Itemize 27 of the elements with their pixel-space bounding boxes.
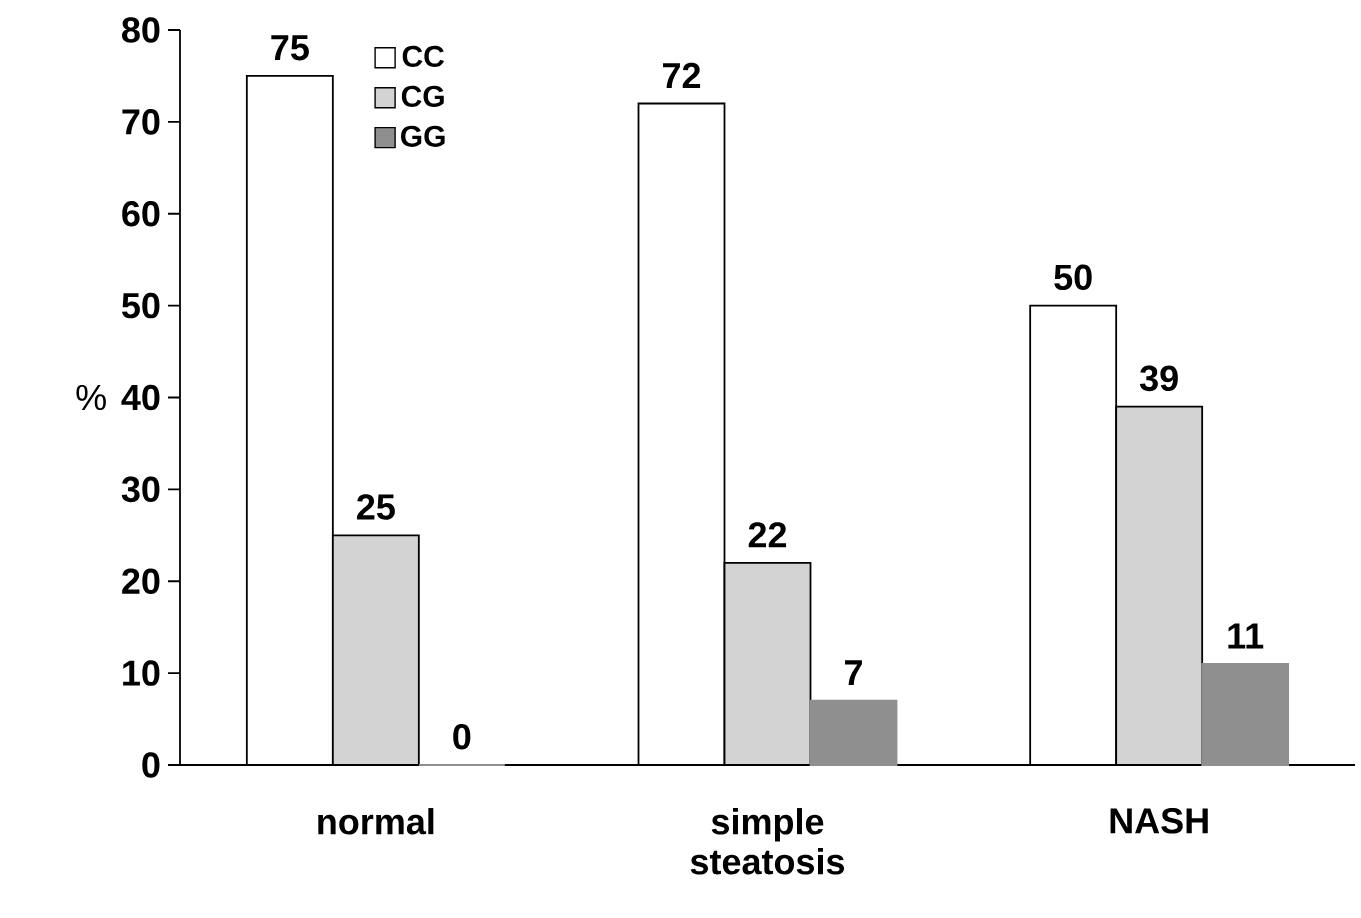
data-label: 39	[1139, 365, 1178, 392]
legend-label: CC	[402, 45, 444, 67]
data-label: 11	[1228, 623, 1264, 649]
data-label: 72	[663, 62, 701, 88]
bar	[809, 699, 898, 766]
legend-label: GG	[401, 125, 445, 147]
bar	[1201, 663, 1290, 766]
x-tick-label: normal	[318, 808, 434, 835]
y-tick-label: 60	[122, 201, 160, 227]
x-tick-label: NASH	[1110, 808, 1208, 834]
y-tick-label: 80	[122, 17, 160, 43]
y-tick-label: 40	[121, 384, 160, 411]
y-tick-label: 10	[123, 660, 160, 686]
data-label: 75	[271, 35, 309, 61]
y-tick-label: 0	[142, 752, 160, 778]
y-tick-label: 20	[122, 568, 160, 594]
x-tick-label: simple steatosis	[690, 808, 845, 875]
data-label: 7	[845, 660, 862, 686]
y-tick-label: 50	[121, 292, 160, 319]
y-tick-label: 30	[121, 476, 160, 503]
y-tick-label: 70	[122, 109, 160, 135]
y-axis-title: %	[76, 384, 106, 411]
legend-label: CG	[401, 85, 444, 107]
data-label: 50	[1054, 264, 1092, 291]
data-label: 0	[453, 723, 471, 750]
data-label: 22	[748, 522, 787, 548]
data-label: 25	[357, 494, 395, 520]
